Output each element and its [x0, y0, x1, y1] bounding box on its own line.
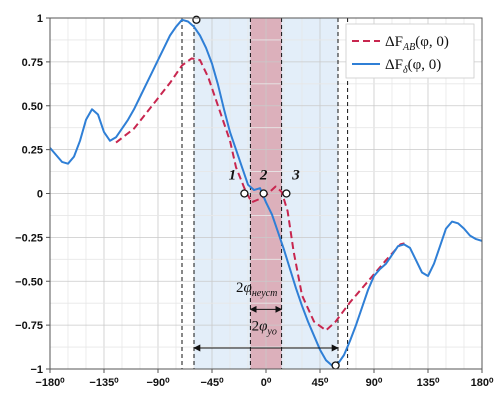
annotation-label-wide: 2φуо: [252, 318, 277, 337]
y-tick-label: 1: [37, 13, 43, 25]
y-tick-label: 0: [37, 189, 43, 201]
point-marker: [282, 189, 291, 198]
legend-label-0: ΔFAB(φ, 0): [385, 34, 449, 53]
x-axis-ticks: −180⁰ −135⁰ −90⁰ −45⁰ 0⁰ 45⁰ 90⁰ 135⁰ 180⁰: [35, 369, 494, 389]
series-line-1: [50, 18, 482, 367]
x-tick-label: −180⁰: [35, 377, 65, 389]
point-label-3: 3: [291, 167, 300, 183]
x-tick-label: −90⁰: [146, 377, 170, 389]
y-tick-label: 0.25: [22, 145, 43, 157]
y-tick-label: 0.75: [22, 57, 43, 69]
annotation-label-narrow: 2φнеуст: [236, 280, 277, 299]
x-tick-label: 45⁰: [312, 377, 329, 389]
legend: ΔFAB(φ, 0) ΔFδ(φ, 0): [345, 23, 475, 79]
y-tick-label: −0.75: [15, 320, 43, 332]
x-tick-label: 0⁰: [261, 377, 272, 389]
y-tick-label: −0.50: [15, 276, 43, 288]
legend-label-1: ΔFδ(φ, 0): [385, 57, 441, 76]
x-tick-label: 180⁰: [471, 377, 494, 389]
x-tick-label: −45⁰: [200, 377, 224, 389]
x-tick-label: −135⁰: [89, 377, 119, 389]
point-marker: [192, 15, 201, 24]
point-marker: [259, 189, 268, 198]
point-labels: 1 2 3: [229, 167, 301, 183]
x-tick-label: 90⁰: [366, 377, 383, 389]
y-tick-label: 0.50: [22, 101, 43, 113]
y-tick-label: −0.25: [15, 232, 43, 244]
point-markers: [192, 15, 340, 370]
point-marker: [331, 361, 340, 370]
point-label-1: 1: [229, 167, 237, 183]
y-axis-ticks: 1 0.75 0.50 0.25 0 −0.25 −0.50 −0.75 −1: [15, 13, 50, 376]
point-marker: [240, 189, 249, 198]
x-tick-label: 135⁰: [417, 377, 440, 389]
point-label-2: 2: [259, 167, 268, 183]
annotations: 2φнеуст 2φуо: [193, 280, 339, 352]
legend-box: [345, 23, 475, 79]
y-tick-label: −1: [30, 364, 43, 376]
